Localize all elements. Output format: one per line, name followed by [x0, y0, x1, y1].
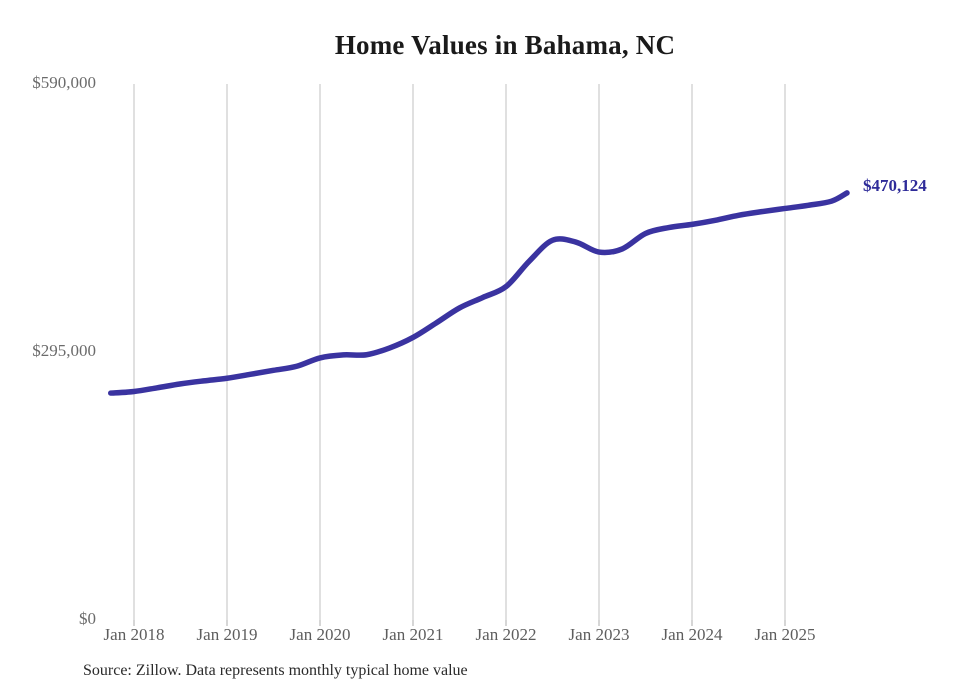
chart-title: Home Values in Bahama, NC — [334, 30, 676, 60]
x-axis-tick-label: Jan 2024 — [661, 625, 723, 644]
endpoint-value-label: $470,124 — [863, 175, 927, 195]
source-note: Source: Zillow. Data represents monthly … — [83, 662, 468, 679]
x-axis-tick-label: Jan 2025 — [754, 625, 816, 644]
x-axis-tick-marks — [133, 620, 786, 626]
x-axis-tick-label: Jan 2022 — [475, 625, 537, 644]
gridlines — [133, 84, 786, 620]
x-axis-tick-label: Jan 2018 — [103, 625, 165, 644]
x-axis-tick-label: Jan 2021 — [382, 625, 444, 644]
data-line-typical-home-value — [108, 190, 850, 396]
x-axis-tick-label: Jan 2019 — [196, 625, 258, 644]
y-axis-tick-label: $0 — [79, 609, 96, 628]
y-axis-tick-label: $590,000 — [32, 73, 96, 92]
x-axis-tick-label: Jan 2020 — [289, 625, 351, 644]
x-axis-tick-label: Jan 2023 — [568, 625, 630, 644]
y-axis-tick-label: $295,000 — [32, 341, 96, 360]
